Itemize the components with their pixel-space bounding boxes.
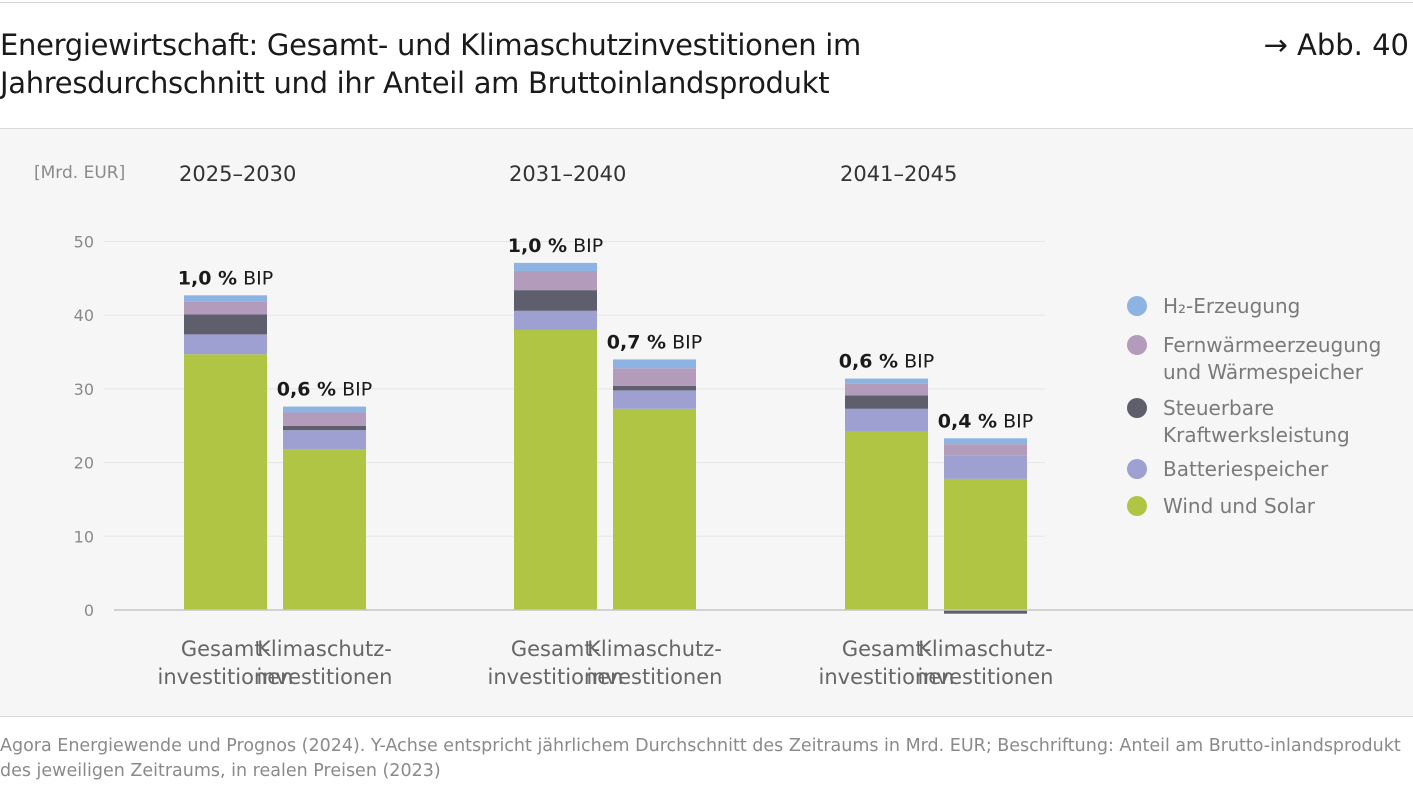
y-axis-unit-label: [Mrd. EUR] <box>34 163 125 183</box>
bar-segment-g0-b1-s3 <box>283 412 366 426</box>
y-tick-label-50: 50 <box>74 233 94 252</box>
bar-segment-g2-b1-s1 <box>944 455 1027 479</box>
bip-annotation-0: 1,0 % BIP <box>178 267 273 289</box>
y-tick-label-40: 40 <box>74 306 94 325</box>
legend-label-2: Steuerbare <box>1163 396 1274 420</box>
bar-segment-g2-b1-s0 <box>944 478 1027 610</box>
stacked-bar-chart: [Mrd. EUR] 0 10 20 30 40 50 2025–2030 2031–2040 2… <box>34 162 1413 689</box>
bar-segment-g1-b0-s0 <box>514 329 597 610</box>
category-label-4-line2: investitionen <box>819 665 955 689</box>
category-label-2-line1: Gesamt- <box>511 637 600 661</box>
y-tick-label-20: 20 <box>74 454 94 473</box>
category-label-3-line1: Klimaschutz- <box>587 637 722 661</box>
bip-annotation-5: 0,4 % BIP <box>938 410 1033 432</box>
category-label-1-line1: Klimaschutz- <box>257 637 392 661</box>
bar-segment-g0-b1-s2 <box>283 425 366 431</box>
legend-swatch-0 <box>1127 296 1147 316</box>
category-label-5-line2: investitionen <box>918 665 1054 689</box>
bar-segment-g2-b0-s4 <box>845 378 928 384</box>
bar-segment-g1-b0-s4 <box>514 262 597 271</box>
bar-segment-g0-b0-s2 <box>184 314 267 335</box>
bip-annotation-unit: BIP <box>237 267 273 289</box>
legend-swatch-3 <box>1127 459 1147 479</box>
legend-label-1-line2: und Wärmespeicher <box>1163 360 1364 384</box>
bar-segment-g0-b0-s4 <box>184 295 267 302</box>
bar-segment-g1-b0-s3 <box>514 270 597 291</box>
bip-annotation-value: 1,0 % <box>178 267 237 289</box>
category-label-2-line2: investitionen <box>488 665 624 689</box>
bar-segment-g1-b1-s1 <box>613 390 696 409</box>
bar-segment-g2-b1-s4 <box>944 438 1027 445</box>
bar-segment-g2-b0-s1 <box>845 408 928 432</box>
bar-segment-g0-b0-s1 <box>184 334 267 355</box>
bar-segment-g2-b1-s2 <box>944 610 1027 614</box>
bar-segment-g0-b1-s1 <box>283 430 366 450</box>
group-label-0: 2025–2030 <box>179 162 296 186</box>
figure-reference-link[interactable]: → Abb. 40 <box>1263 28 1409 62</box>
bar-segment-g1-b1-s4 <box>613 359 696 369</box>
y-tick-label-0: 0 <box>84 601 94 620</box>
bip-annotation-3: 0,7 % BIP <box>607 331 702 353</box>
legend-label-3: Batteriespeicher <box>1163 457 1329 481</box>
bar-segment-g1-b0-s2 <box>514 290 597 311</box>
bip-annotation-unit: BIP <box>336 379 372 401</box>
group-label-2: 2041–2045 <box>840 162 957 186</box>
bip-annotation-value: 0,7 % <box>607 331 666 353</box>
y-tick-label-10: 10 <box>74 527 94 546</box>
legend-swatch-2 <box>1127 398 1147 418</box>
group-label-1: 2031–2040 <box>509 162 626 186</box>
bip-annotation-value: 0,6 % <box>839 351 898 373</box>
category-label-0-line1: Gesamt- <box>181 637 270 661</box>
legend-label-0: H₂-Erzeugung <box>1163 294 1300 318</box>
bip-annotation-1: 0,6 % BIP <box>277 379 372 401</box>
bip-annotation-value: 0,4 % <box>938 410 997 432</box>
bar-segment-g1-b1-s0 <box>613 408 696 610</box>
category-label-5-line1: Klimaschutz- <box>918 637 1053 661</box>
category-label-0-line2: investitionen <box>158 665 294 689</box>
bip-annotation-unit: BIP <box>666 331 702 353</box>
legend-swatch-4 <box>1127 496 1147 516</box>
top-divider <box>0 2 1413 3</box>
source-note: Agora Energiewende und Prognos (2024). Y… <box>0 736 1401 781</box>
bar-segment-g2-b1-s3 <box>944 444 1027 456</box>
bip-annotation-4: 0,6 % BIP <box>839 351 934 373</box>
bar-segment-g2-b0-s3 <box>845 383 928 396</box>
bip-annotation-unit: BIP <box>898 351 934 373</box>
bar-segment-g0-b0-s0 <box>184 354 267 610</box>
bar-segment-g0-b1-s0 <box>283 449 366 610</box>
category-label-1-line2: investitionen <box>257 665 393 689</box>
bar-segment-g0-b1-s4 <box>283 406 366 413</box>
legend-label-1: Fernwärmeerzeugung <box>1163 333 1381 357</box>
bip-annotation-unit: BIP <box>997 410 1033 432</box>
chart-panel: [Mrd. EUR] 0 10 20 30 40 50 2025–2030 2031–2040 2… <box>0 128 1413 717</box>
legend-label-4: Wind und Solar <box>1163 494 1316 518</box>
bar-segment-g1-b1-s3 <box>613 368 696 386</box>
bar-segment-g0-b0-s3 <box>184 301 267 315</box>
bip-annotation-value: 1,0 % <box>508 235 567 257</box>
bar-segment-g2-b0-s2 <box>845 395 928 409</box>
chart-title: Energiewirtschaft: Gesamt- und Klimaschu… <box>0 28 861 100</box>
y-tick-label-30: 30 <box>74 380 94 399</box>
category-label-4-line1: Gesamt- <box>842 637 931 661</box>
legend-swatch-1 <box>1127 335 1147 355</box>
bar-segment-g1-b1-s2 <box>613 385 696 391</box>
bar-segment-g1-b0-s1 <box>514 310 597 330</box>
bip-annotation-2: 1,0 % BIP <box>508 235 603 257</box>
legend-label-2-line2: Kraftwerksleistung <box>1163 423 1350 447</box>
category-label-3-line2: investitionen <box>587 665 723 689</box>
bip-annotation-unit: BIP <box>567 235 603 257</box>
bip-annotation-value: 0,6 % <box>277 379 336 401</box>
bar-segment-g2-b0-s0 <box>845 431 928 610</box>
